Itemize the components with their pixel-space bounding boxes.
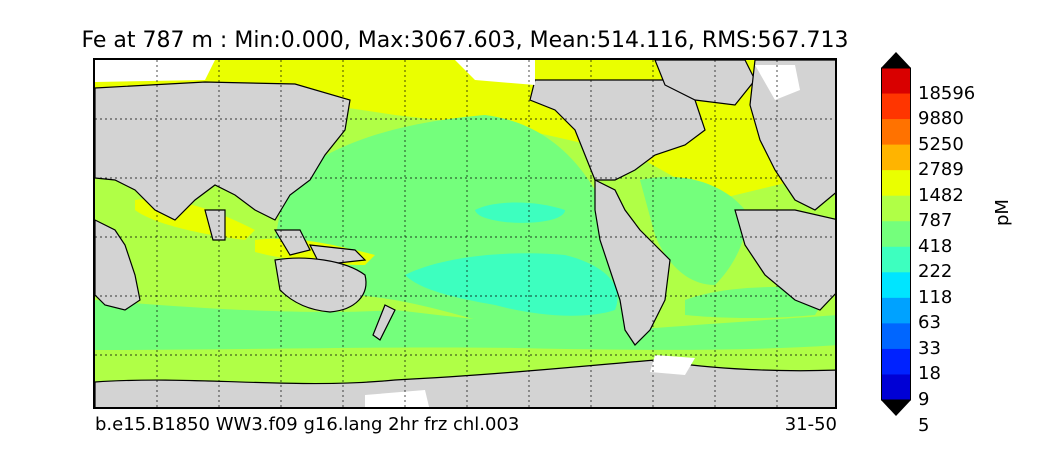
colorbar-tick-label: 9880 — [918, 108, 964, 130]
colorbar-swatch — [881, 170, 911, 197]
colorbar-swatch — [881, 323, 911, 350]
colorbar-swatch — [881, 144, 911, 171]
colorbar-extend-min — [881, 400, 911, 416]
southern-belt — [95, 300, 835, 350]
colorbar-tick-label: 1482 — [918, 184, 964, 206]
colorbar-tick-label: 33 — [918, 337, 941, 359]
colorbar-tick-label: 418 — [918, 235, 953, 257]
colorbar-swatch — [881, 93, 911, 120]
colorbar-unit: pM — [992, 199, 1013, 226]
colorbar-swatch — [881, 348, 911, 375]
colorbar-tick-label: 222 — [918, 261, 953, 283]
colorbar-tick-label: 5 — [918, 414, 930, 436]
run-caption: b.e15.B1850 WW3.f09 g16.lang 2hr frz chl… — [95, 414, 520, 435]
colorbar-extend-max — [881, 52, 911, 68]
colorbar-swatch — [881, 221, 911, 248]
graticule — [95, 60, 835, 407]
ice-patches — [95, 60, 800, 407]
colorbar-swatch — [881, 246, 911, 273]
land-masses — [95, 60, 835, 407]
colorbar-tick-label: 63 — [918, 312, 941, 334]
colorbar-swatch — [881, 374, 911, 401]
map-panel — [93, 58, 837, 409]
colorbar-swatch — [881, 297, 911, 324]
colorbar-tick-label: 787 — [918, 210, 953, 232]
colorbar-swatch — [881, 68, 911, 95]
colorbar-swatch — [881, 195, 911, 222]
colorbar-outline — [881, 67, 911, 401]
colorbar-tick-label: 2789 — [918, 159, 964, 181]
colorbar-swatch — [881, 272, 911, 299]
map-svg — [95, 60, 835, 407]
colorbar-tick-label: 5250 — [918, 133, 964, 155]
colorbar-tick-label: 9 — [918, 389, 930, 410]
colorbar-tick-label: 118 — [918, 286, 953, 308]
colorbar — [881, 52, 911, 416]
colorbar-tick-label: 18 — [918, 363, 941, 385]
years-caption: 31-50 — [784, 414, 837, 435]
map-title: Fe at 787 m : Min:0.000, Max:3067.603, M… — [81, 28, 849, 53]
colorbar-swatch — [881, 119, 911, 146]
pacific-core-north — [475, 202, 565, 223]
colorbar-tick-label: 18596 — [918, 82, 976, 104]
pacific-core-south — [405, 253, 618, 316]
atlantic-band — [640, 176, 746, 285]
